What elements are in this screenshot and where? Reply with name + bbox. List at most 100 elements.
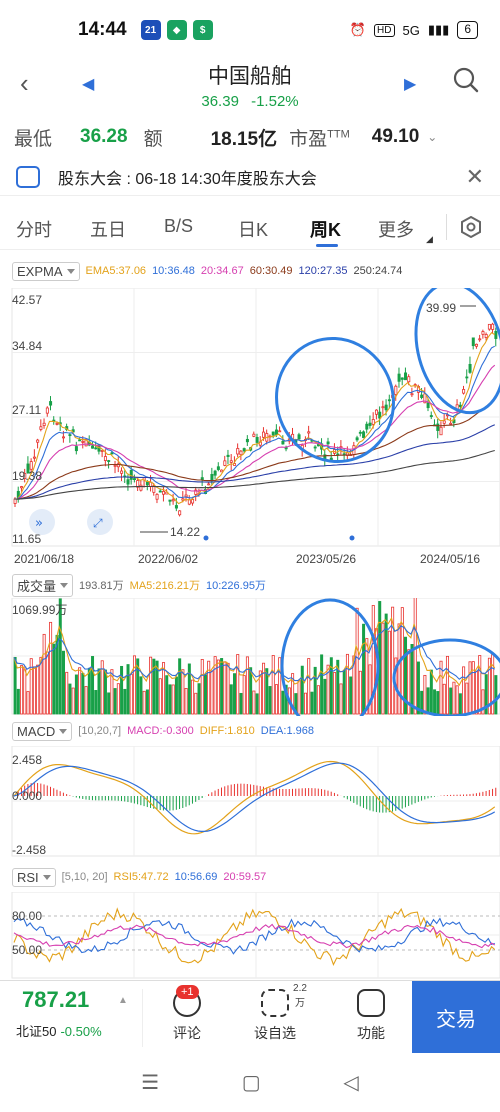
expma-legend-item: 10:36.48 [152,265,195,277]
date-label-2: 2022/06/02 [138,552,199,566]
status-time: 14:44 [78,19,127,40]
expand-chevron-icon[interactable]: ⌄ [427,130,438,144]
date-label-3: 2023/05/26 [296,552,357,566]
macd-legend-item: MACD:-0.300 [127,725,194,737]
macd-axis-top: 2.458 [12,753,42,767]
comment-button[interactable]: +1 评论 [152,985,222,1043]
toolbar-divider [142,989,143,1047]
watchlist-icon [261,989,289,1017]
hd-icon: HD [374,23,395,37]
expma-legend-item: 60:30.49 [249,265,293,277]
signal-icon: ▮▮▮ [427,22,450,37]
volume-chart[interactable]: 1069.99万 [0,598,500,716]
gear-icon[interactable] [460,216,482,238]
pe-label: 市盈TTM [289,128,350,150]
expma-legend: EXPMA EMA5:37.06 10:36.48 20:34.67 60:30.49… [0,260,408,282]
tab-bs[interactable]: B/S [164,216,194,236]
rsi-level-80: 80.00 [12,909,42,923]
watchlist-label: 设自选 [254,1025,296,1041]
app-notification-icon: 21 [140,20,161,40]
expma-legend-item: EMA5:37.06 [85,265,147,277]
shield-app-icon: ◆ [166,20,187,40]
tab-five-day[interactable]: 五日 [90,220,126,240]
close-icon[interactable]: ✕ [465,164,484,189]
rsi-legend: RSI [5,10, 20] RSI5:47.72 10:56.69 20:59.57 [0,866,272,888]
next-stock-button[interactable]: ▶ [404,76,417,93]
status-bar: 14:44 21 ◆ $ ⏰ HD 5G ▮▮▮ 6 [0,0,500,60]
volume-axis-max: 1069.99万 [12,603,67,617]
system-nav-bar: ☰ ▢ ◁ [0,1052,500,1112]
date-label-1: 2021/06/18 [14,552,75,566]
notice-text: 股东大会 : 06-18 14:30年度股东大会 [58,170,317,188]
volume-legend-item: 10:226.95万 [206,580,266,592]
rsi-chart[interactable]: 80.00 50.00 [0,892,500,980]
macd-legend-item: [10,20,7] [78,725,122,737]
home-icon[interactable]: ▢ [241,1071,261,1094]
rsi-legend-item: 20:59.57 [223,871,267,883]
rsi-legend-item: RSI5:47.72 [113,871,169,883]
macd-axis-zero: 0.000 [12,789,42,803]
amount-value: 18.15亿 [210,128,278,150]
rsi-legend-item: [5,10, 20] [61,871,108,883]
notice-icon [16,165,40,188]
volume-legend-item: 193.81万 [79,580,124,592]
price-chart[interactable]: 42.57 34.84 27.11 19.38 11.65 39.99 14.2… [0,288,500,550]
stock-change: -1.52% [251,93,299,110]
macd-legend-item: DIFF:1.810 [199,725,255,737]
more-caret-icon: ◢ [426,234,433,244]
back-nav-icon[interactable]: ◁ [343,1071,359,1094]
watchlist-count: 2.2万 [293,983,307,1009]
svg-text:»: » [35,516,43,531]
macd-legend-item: DEA:1.968 [260,725,314,737]
stock-price: 36.39 [201,93,239,110]
expma-legend-item: 120:27.35 [298,265,348,277]
index-expand-icon[interactable]: ▲ [118,995,128,1006]
price-axis-low: 19.38 [12,469,42,483]
price-axis-mid: 34.84 [12,339,42,353]
tab-more[interactable]: 更多 [378,220,414,240]
index-info[interactable]: 北证50 -0.50% [16,1024,102,1039]
prev-stock-button[interactable]: ◀ [82,76,95,93]
search-icon[interactable] [452,66,480,94]
volume-legend: 成交量 193.81万 MA5:216.21万 10:226.95万 [0,573,272,597]
notice-bar[interactable]: 股东大会 : 06-18 14:30年度股东大会 ✕ [0,158,500,196]
function-button[interactable]: 功能 [336,989,406,1043]
index-value[interactable]: 787.21 [22,987,90,1012]
macd-axis-bottom: -2.458 [12,843,46,857]
price-axis-bottom: 11.65 [12,532,41,546]
tab-daily-k[interactable]: 日K [238,220,269,240]
rsi-level-50: 50.00 [12,943,42,957]
low-value: 36.28 [80,126,128,147]
add-watchlist-button[interactable]: 2.2万 设自选 [240,983,310,1043]
pe-value: 49.10 [371,126,420,147]
macd-selector[interactable]: MACD [12,721,73,741]
alarm-icon: ⏰ [349,22,367,37]
tab-divider [446,214,447,240]
high-price-marker: 39.99 [426,301,456,315]
rsi-selector[interactable]: RSI [12,867,56,887]
active-tab-indicator [316,244,338,247]
period-tabs: 分时 五日 B/S 日K 周K 更多 ◢ [0,204,500,250]
stock-price-row: 36.39 -1.52% [0,93,500,110]
quote-row: 最低 36.28 额 18.15亿 市盈TTM 49.10 ⌄ [0,120,500,154]
expma-selector[interactable]: EXPMA [12,261,80,281]
price-axis-top: 42.57 [12,293,42,307]
bottom-toolbar: 787.21 ▲ 北证50 -0.50% +1 评论 2.2万 设自选 功能 交易 [0,980,500,1053]
comment-badge: +1 [176,985,199,999]
trade-button[interactable]: 交易 [412,981,500,1053]
recent-apps-icon[interactable]: ☰ [141,1071,160,1094]
wallet-app-icon: $ [192,20,213,40]
low-price-marker: 14.22 [170,525,200,539]
tab-weekly-k[interactable]: 周K [310,220,341,240]
rsi-legend-item: 10:56.69 [174,871,218,883]
fullscreen-button[interactable]: ⤢ [87,509,113,535]
function-label: 功能 [357,1025,385,1041]
macd-chart[interactable]: 2.458 0.000 -2.458 [0,746,500,858]
tab-intraday[interactable]: 分时 [16,220,52,240]
expand-chart-button[interactable]: » [29,509,55,535]
low-label: 最低 [14,128,53,150]
menu-icon [357,989,385,1017]
volume-selector[interactable]: 成交量 [12,573,74,597]
macd-legend: MACD [10,20,7] MACD:-0.300 DIFF:1.810 DEA:1… [0,720,320,742]
back-button[interactable]: ‹ [20,68,29,98]
